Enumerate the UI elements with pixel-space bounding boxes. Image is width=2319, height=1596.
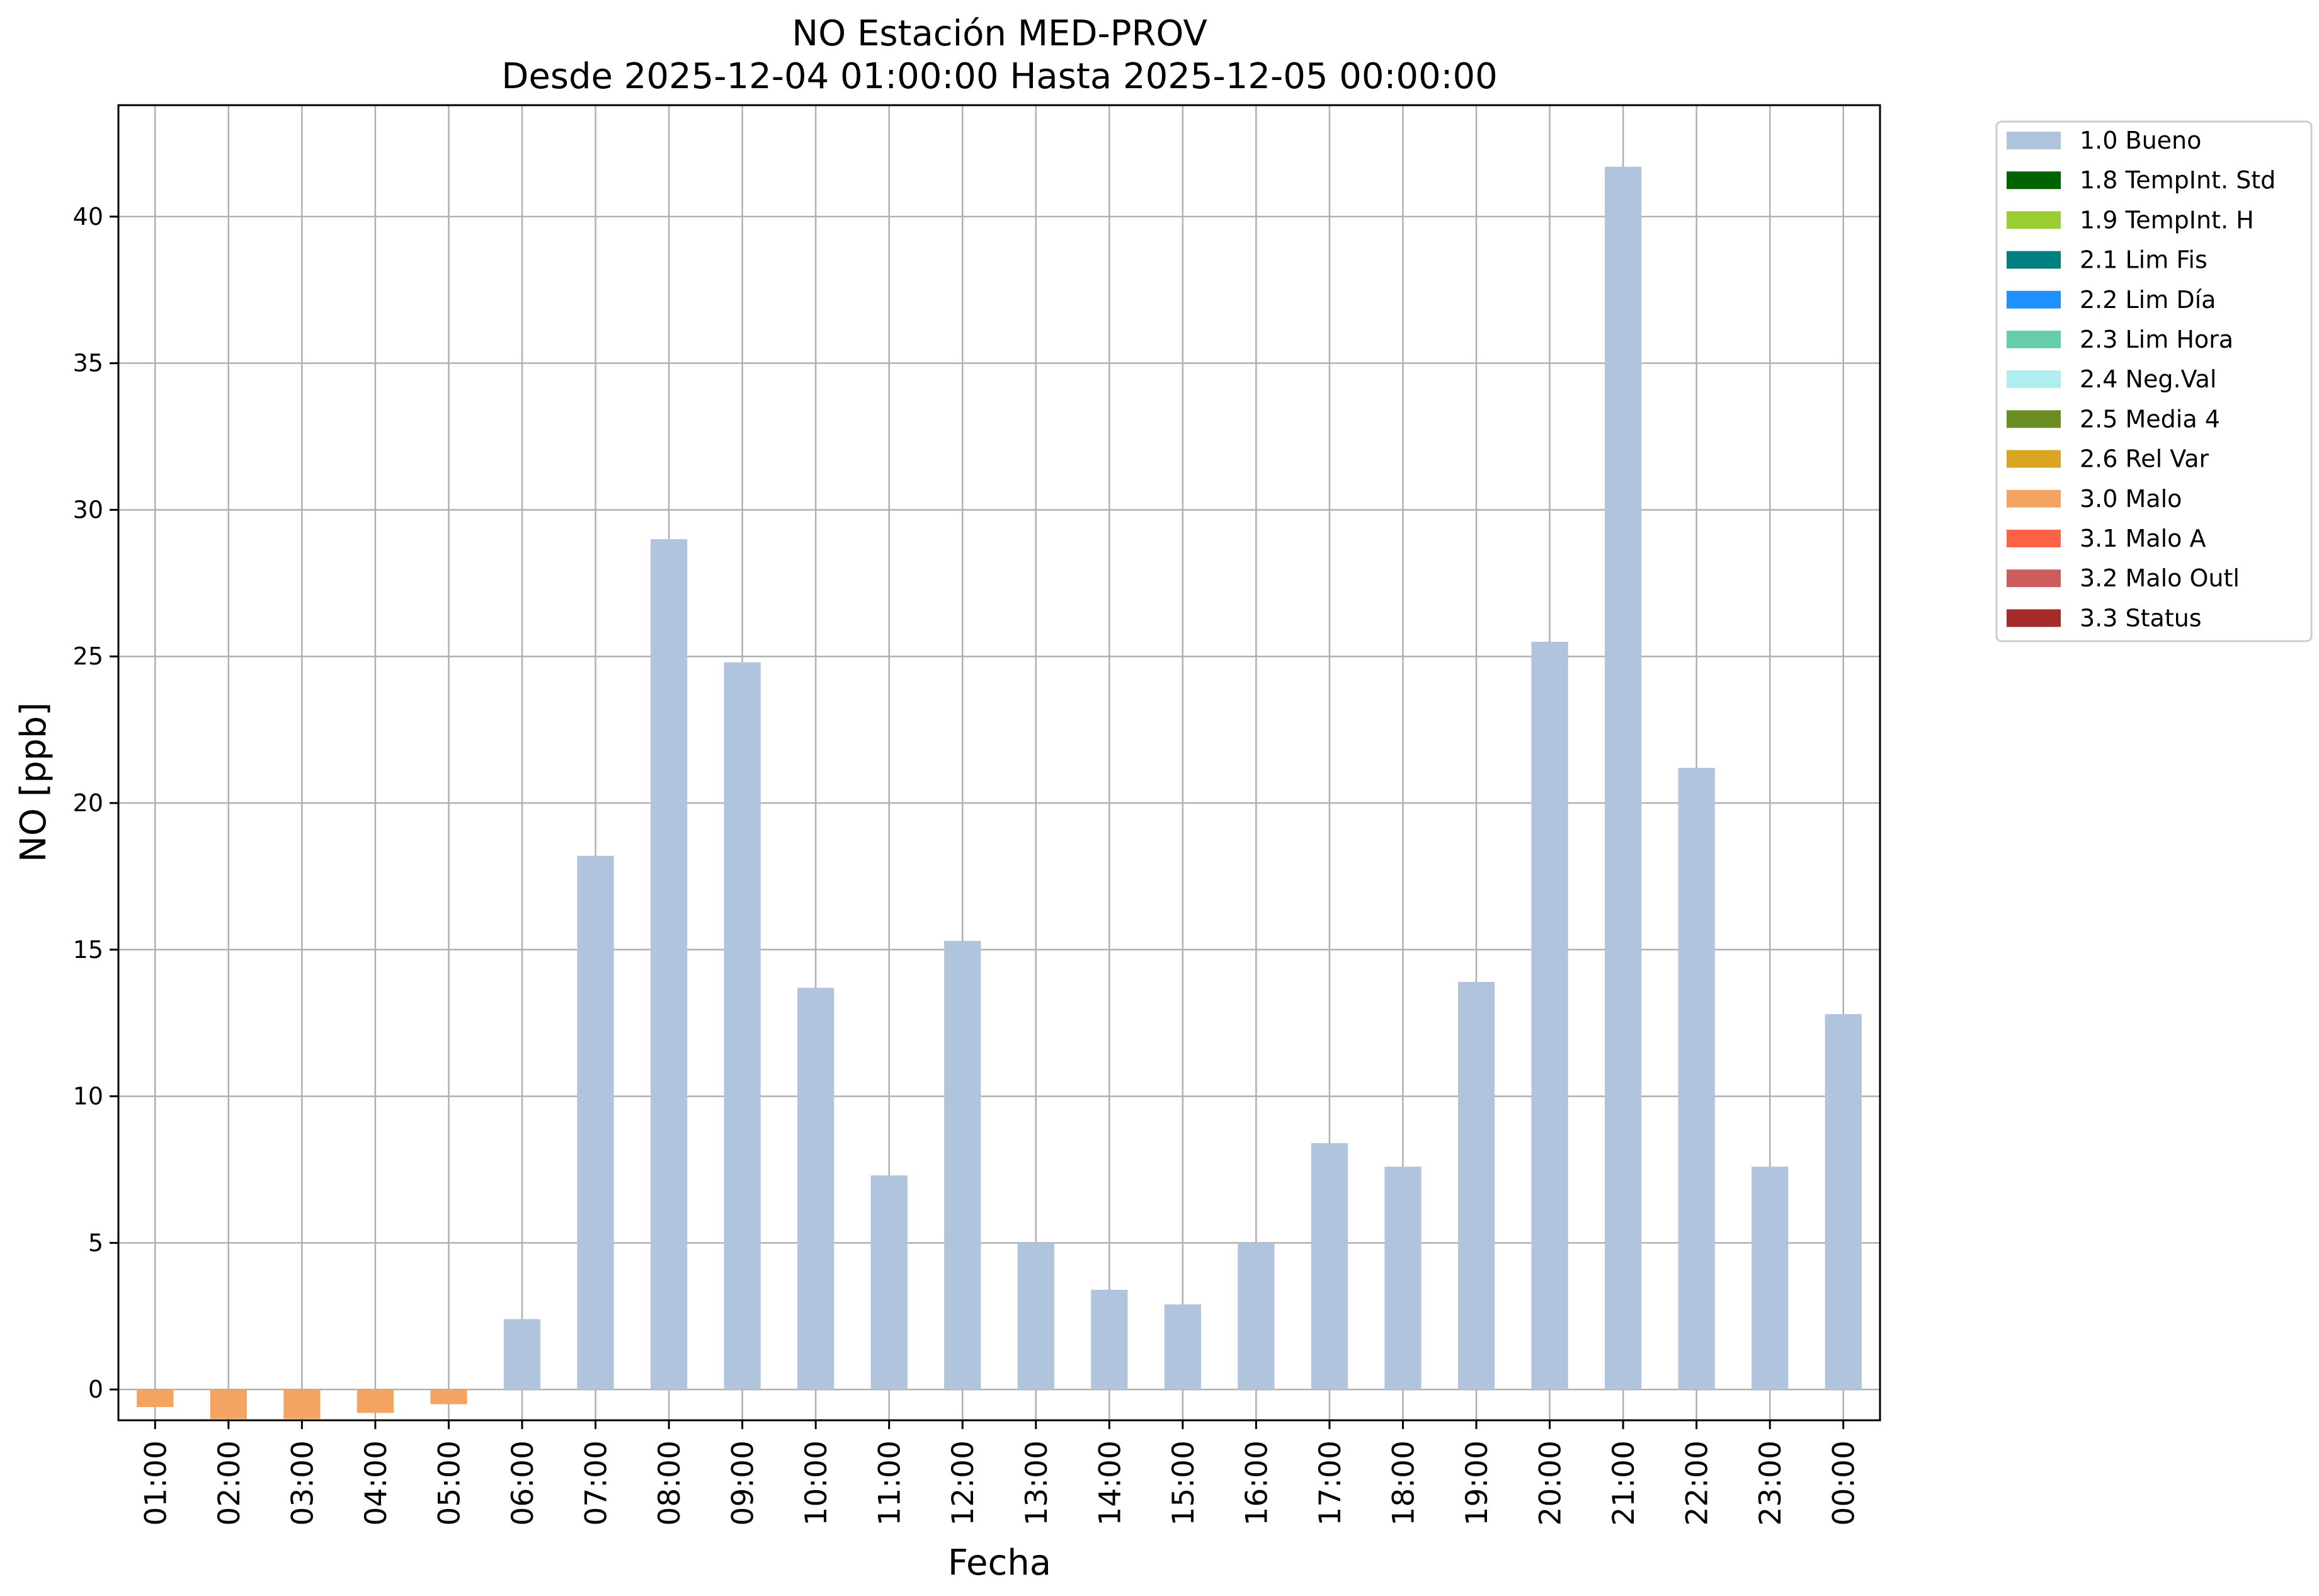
x-tick-label: 17:00: [1313, 1440, 1348, 1525]
bar-0800: [650, 539, 688, 1390]
bar-1200: [944, 940, 981, 1390]
x-tick-label: 20:00: [1534, 1440, 1568, 1525]
plot-frame: [117, 104, 1881, 1422]
chart-title: NO Estación MED-PROV: [792, 13, 1207, 54]
y-tick-label: 0: [88, 1376, 103, 1403]
y-axis-label: NO [ppb]: [13, 702, 54, 862]
legend-label: 1.0 Bueno: [2080, 127, 2201, 154]
x-tick-label: 05:00: [432, 1440, 467, 1525]
legend-swatch: [2007, 171, 2061, 190]
y-tick-label: 40: [73, 203, 103, 231]
x-tick-label: 02:00: [212, 1440, 247, 1525]
x-tick-label: 13:00: [1020, 1440, 1054, 1525]
x-tick-label: 18:00: [1386, 1440, 1421, 1525]
chart-subtitle: Desde 2025-12-04 01:00:00 Hasta 2025-12-…: [501, 56, 1498, 97]
x-tick-label: 23:00: [1753, 1440, 1788, 1525]
legend-swatch: [2007, 489, 2061, 508]
x-axis-label: Fecha: [948, 1542, 1051, 1583]
x-tick-label: 06:00: [506, 1440, 540, 1525]
x-tick-label: 21:00: [1607, 1440, 1641, 1525]
legend-swatch: [2007, 132, 2061, 149]
bar-2100: [1604, 166, 1642, 1390]
bar-2000: [1531, 641, 1568, 1390]
x-tick-label: 09:00: [726, 1440, 761, 1525]
x-tick-label: 11:00: [873, 1440, 908, 1525]
x-tick-label: 22:00: [1680, 1440, 1715, 1525]
legend-label: 1.9 TempInt. H: [2080, 206, 2254, 234]
y-tick-label: 30: [73, 496, 103, 523]
x-tick-label: 12:00: [946, 1440, 981, 1525]
bar-0000: [1825, 1014, 1862, 1390]
legend-label: 2.2 Lim Día: [2080, 286, 2216, 314]
legend-swatch: [2007, 569, 2061, 588]
legend-frame: [1995, 120, 2313, 642]
x-tick-label: 01:00: [139, 1440, 173, 1525]
bar-1700: [1311, 1143, 1348, 1390]
bar-1600: [1238, 1243, 1275, 1390]
legend-label: 3.1 Malo A: [2080, 525, 2206, 552]
legend-swatch: [2007, 530, 2061, 547]
legend-label: 2.3 Lim Hora: [2080, 326, 2233, 353]
x-tick-label: 10:00: [799, 1440, 834, 1525]
x-tick-label: 04:00: [359, 1440, 394, 1525]
legend-swatch: [2007, 211, 2061, 229]
legend-label: 3.0 Malo: [2080, 485, 2182, 513]
bar-0700: [577, 855, 614, 1390]
bar-2200: [1678, 768, 1715, 1390]
legend-swatch: [2007, 251, 2061, 269]
y-axis-ticks: 0 5 10 15 20 25 30 35 40: [73, 203, 118, 1403]
legend-label: 3.2 Malo Outl: [2080, 564, 2240, 592]
y-tick-label: 10: [73, 1083, 103, 1110]
x-tick-label: 16:00: [1239, 1440, 1274, 1525]
bar-1100: [870, 1175, 908, 1390]
bar-1900: [1457, 982, 1495, 1390]
legend-swatch: [2007, 410, 2061, 428]
legend-label: 2.5 Media 4: [2080, 405, 2220, 433]
legend-swatch: [2007, 290, 2061, 309]
x-tick-label: 14:00: [1093, 1440, 1127, 1525]
bars: [137, 166, 1862, 1419]
legend-label: 2.4 Neg.Val: [2080, 365, 2216, 393]
y-tick-label: 35: [73, 350, 103, 377]
y-tick-label: 5: [88, 1229, 103, 1257]
legend-label: 3.3 Status: [2080, 604, 2202, 632]
bar-1000: [797, 988, 835, 1390]
bar-1800: [1384, 1166, 1422, 1390]
legend-label: 1.8 TempInt. Std: [2080, 166, 2276, 194]
legend-label: 2.1 Lim Fis: [2080, 246, 2208, 274]
legend-label: 2.6 Rel Var: [2080, 445, 2209, 473]
y-tick-label: 25: [73, 642, 103, 670]
bar-1300: [1017, 1243, 1054, 1390]
x-tick-label: 00:00: [1827, 1440, 1862, 1525]
x-tick-label: 07:00: [579, 1440, 614, 1525]
bar-0500: [430, 1389, 467, 1405]
x-tick-label: 08:00: [652, 1440, 687, 1525]
bar-1400: [1091, 1289, 1128, 1390]
x-axis-ticks: 01:00 02:00 03:00 04:00 05:00 06:00 07:00 08:00…: [139, 1420, 1862, 1525]
bar-0200: [210, 1389, 247, 1419]
legend-swatch: [2007, 370, 2061, 389]
x-tick-label: 03:00: [285, 1440, 320, 1525]
bar-0300: [283, 1389, 321, 1419]
bar-0100: [137, 1389, 174, 1408]
y-tick-label: 15: [73, 936, 103, 964]
bar-0400: [356, 1389, 394, 1413]
bar-1500: [1164, 1304, 1201, 1390]
x-tick-label: 15:00: [1166, 1440, 1201, 1525]
legend-swatch: [2007, 450, 2061, 468]
bar-0600: [503, 1319, 541, 1390]
legend-swatch: [2007, 331, 2061, 348]
bar-2300: [1752, 1166, 1789, 1390]
legend-swatch: [2007, 609, 2061, 627]
bar-0900: [724, 662, 761, 1390]
legend: 1.0 Bueno 1.8 TempInt. Std 1.9 TempInt. H 2…: [1995, 120, 2313, 642]
x-tick-label: 19:00: [1460, 1440, 1495, 1525]
y-tick-label: 20: [73, 789, 103, 817]
